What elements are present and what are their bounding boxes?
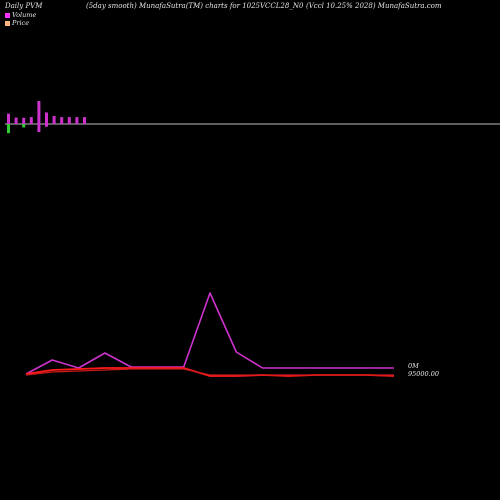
price-smooth-line	[25, 368, 394, 376]
volume-bar	[67, 117, 71, 124]
volume-bar	[29, 117, 33, 124]
legend-volume-label: Volume	[12, 11, 37, 19]
volume-bar	[60, 117, 64, 124]
chart-title: Daily PVM	[5, 2, 43, 10]
volume-bar	[83, 117, 86, 124]
volume-axis-label: 0M	[408, 362, 419, 370]
legend-volume: Volume	[5, 11, 36, 19]
volume-bar-down	[37, 124, 41, 133]
legend-price: Price	[5, 19, 29, 27]
volume-bar	[14, 117, 18, 124]
legend-price-swatch	[5, 20, 10, 26]
volume-bar-down	[45, 124, 48, 127]
volume-bar	[52, 115, 56, 124]
volume-line	[25, 292, 394, 375]
chart-source: (Vccl 10.25% 2028) MunafaSutra.com	[306, 2, 442, 10]
volume-bar	[22, 117, 26, 124]
legend-volume-swatch	[5, 12, 10, 18]
price-axis-label: 95000.00	[408, 370, 440, 378]
volume-bar-down	[7, 124, 10, 134]
volume-bar	[7, 113, 10, 124]
volume-bar	[37, 101, 41, 124]
chart-subtitle: (5day smooth) MunafaSutra(TM) charts for…	[86, 2, 304, 10]
volume-bar-down	[22, 124, 26, 128]
legend-price-label: Price	[12, 19, 30, 27]
volume-bar	[45, 112, 48, 124]
volume-bar	[75, 117, 79, 124]
